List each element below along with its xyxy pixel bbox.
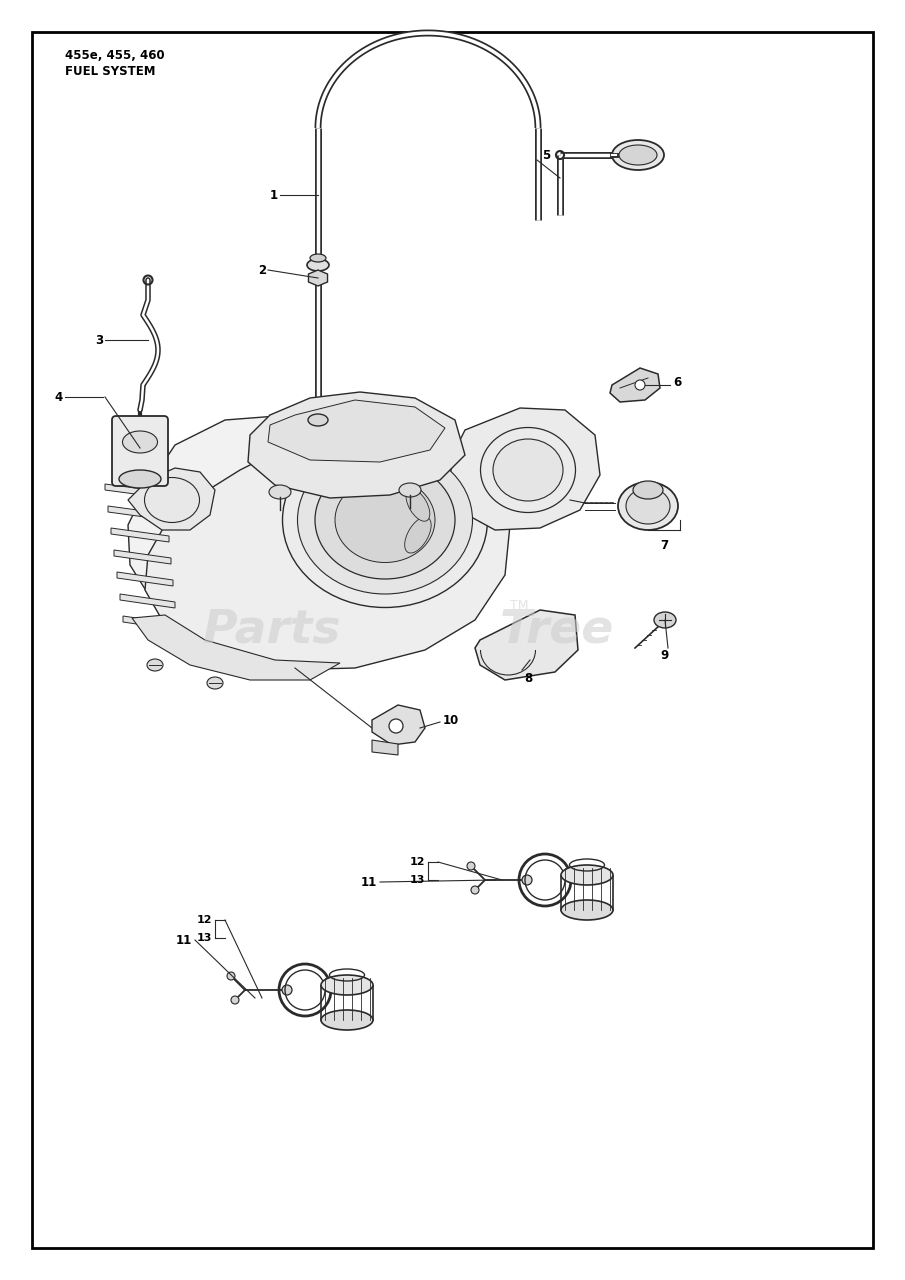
Text: FUEL SYSTEM: FUEL SYSTEM — [65, 65, 156, 78]
Ellipse shape — [269, 485, 291, 499]
Ellipse shape — [122, 431, 157, 453]
Text: TM: TM — [510, 599, 529, 612]
Polygon shape — [148, 540, 505, 662]
Ellipse shape — [399, 483, 421, 497]
Circle shape — [282, 986, 292, 995]
Polygon shape — [450, 408, 600, 530]
Text: 5: 5 — [542, 148, 550, 161]
Circle shape — [389, 719, 403, 733]
Polygon shape — [108, 506, 167, 520]
Circle shape — [227, 972, 235, 980]
Ellipse shape — [321, 1010, 373, 1030]
Polygon shape — [309, 270, 328, 285]
Polygon shape — [117, 572, 173, 586]
Text: 2: 2 — [258, 264, 266, 276]
Text: 9: 9 — [660, 649, 668, 662]
Ellipse shape — [618, 483, 678, 530]
Ellipse shape — [406, 489, 430, 521]
Ellipse shape — [298, 445, 472, 594]
Ellipse shape — [335, 477, 435, 562]
Circle shape — [467, 861, 475, 870]
Polygon shape — [120, 594, 175, 608]
Text: 12: 12 — [196, 915, 212, 925]
Ellipse shape — [493, 439, 563, 500]
Polygon shape — [268, 399, 445, 462]
Circle shape — [471, 886, 479, 893]
Polygon shape — [248, 392, 465, 498]
Circle shape — [522, 876, 532, 884]
Ellipse shape — [310, 253, 326, 262]
Text: 13: 13 — [196, 933, 212, 943]
Ellipse shape — [612, 140, 664, 170]
Ellipse shape — [321, 975, 373, 995]
Polygon shape — [475, 611, 578, 680]
Circle shape — [231, 996, 239, 1004]
FancyBboxPatch shape — [112, 416, 168, 486]
Text: 12: 12 — [409, 858, 425, 867]
Text: 11: 11 — [176, 933, 192, 946]
Text: 7: 7 — [660, 539, 668, 552]
Text: 11: 11 — [361, 876, 377, 888]
Ellipse shape — [147, 659, 163, 671]
Polygon shape — [145, 415, 510, 669]
Polygon shape — [111, 529, 169, 541]
Ellipse shape — [561, 900, 613, 920]
Polygon shape — [128, 415, 465, 650]
Ellipse shape — [282, 433, 488, 608]
Ellipse shape — [654, 612, 676, 628]
Polygon shape — [114, 550, 171, 564]
Text: 455e, 455, 460: 455e, 455, 460 — [65, 49, 165, 61]
Ellipse shape — [207, 677, 223, 689]
Text: 8: 8 — [524, 672, 532, 685]
Polygon shape — [372, 740, 398, 755]
Ellipse shape — [626, 488, 670, 524]
Text: 6: 6 — [673, 375, 681, 389]
Polygon shape — [123, 616, 177, 630]
Ellipse shape — [633, 481, 663, 499]
Ellipse shape — [561, 865, 613, 884]
Text: Parts: Parts — [203, 608, 340, 653]
Text: 13: 13 — [410, 876, 425, 884]
Circle shape — [635, 380, 645, 390]
Polygon shape — [610, 369, 660, 402]
Polygon shape — [132, 614, 340, 680]
Ellipse shape — [315, 461, 455, 579]
Polygon shape — [128, 468, 215, 530]
Polygon shape — [105, 484, 165, 498]
Ellipse shape — [308, 413, 328, 426]
Text: 1: 1 — [270, 188, 278, 201]
Ellipse shape — [307, 259, 329, 271]
Text: Tree: Tree — [500, 608, 614, 653]
Polygon shape — [372, 705, 425, 745]
Ellipse shape — [119, 470, 161, 488]
Ellipse shape — [405, 517, 431, 553]
Text: 3: 3 — [95, 334, 103, 347]
Text: 4: 4 — [54, 390, 63, 403]
Ellipse shape — [619, 145, 657, 165]
Text: 10: 10 — [443, 713, 459, 727]
